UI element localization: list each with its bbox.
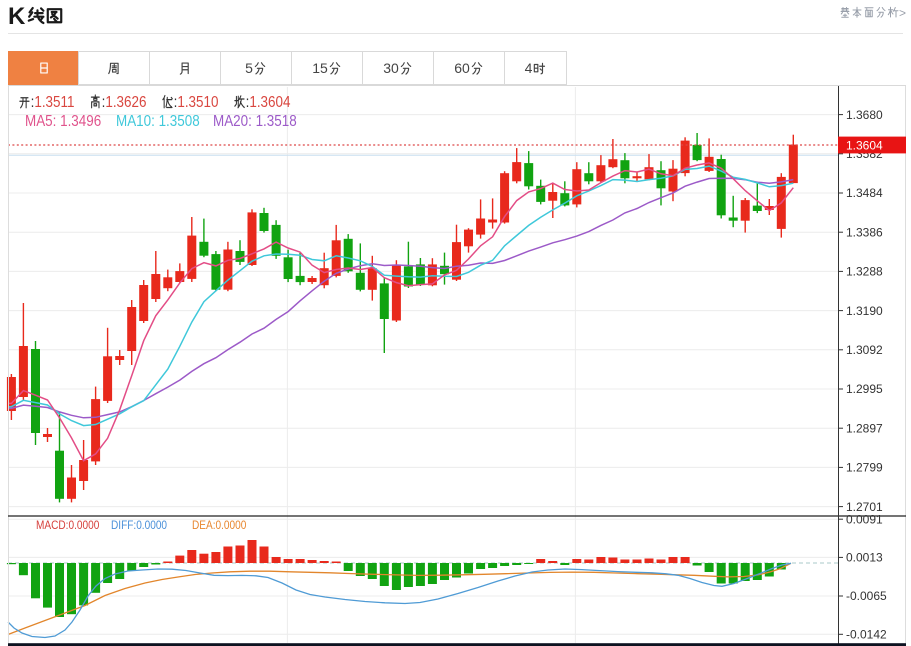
svg-text:1.3680: 1.3680 bbox=[846, 108, 883, 122]
svg-text:1.2799: 1.2799 bbox=[846, 461, 883, 475]
svg-text:1.2995: 1.2995 bbox=[846, 382, 883, 396]
svg-text:1.3190: 1.3190 bbox=[846, 304, 883, 318]
svg-text:1.3484: 1.3484 bbox=[846, 186, 883, 200]
svg-text:0.0091: 0.0091 bbox=[846, 512, 883, 526]
svg-text:0.0013: 0.0013 bbox=[846, 551, 883, 565]
svg-text:1.3092: 1.3092 bbox=[846, 343, 883, 357]
svg-text:1.3288: 1.3288 bbox=[846, 265, 883, 279]
svg-text:1.3604: 1.3604 bbox=[846, 139, 883, 153]
svg-text:1.3386: 1.3386 bbox=[846, 225, 883, 239]
svg-text:-0.0142: -0.0142 bbox=[846, 628, 887, 642]
svg-text:1.2897: 1.2897 bbox=[846, 421, 883, 435]
svg-text:-0.0065: -0.0065 bbox=[846, 589, 887, 603]
svg-text:1.2701: 1.2701 bbox=[846, 500, 883, 514]
